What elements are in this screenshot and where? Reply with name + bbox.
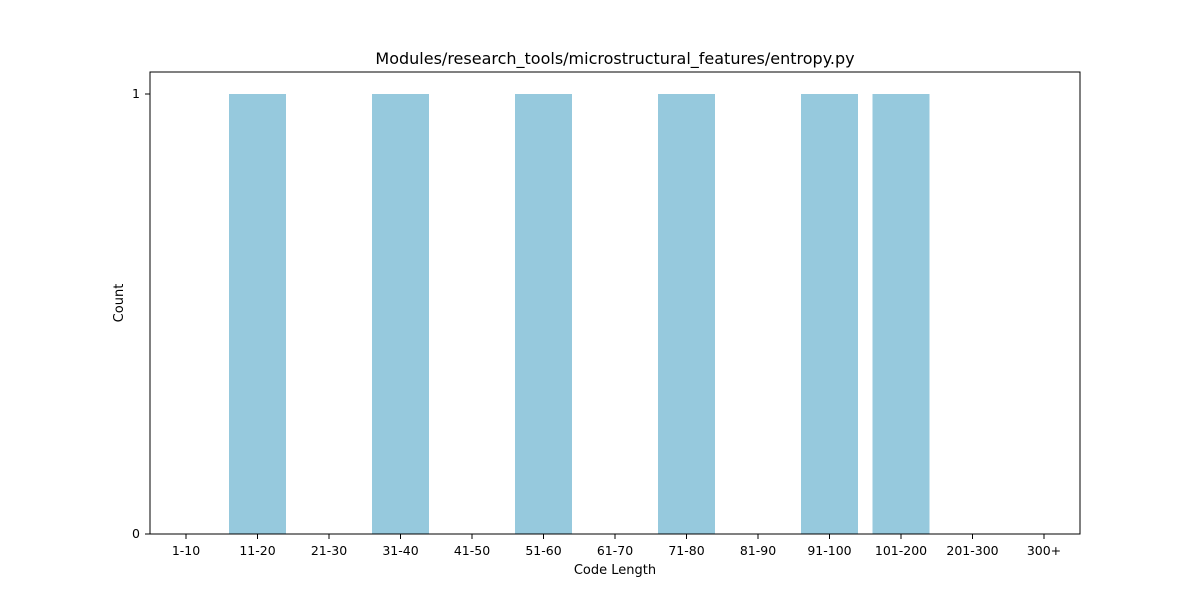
x-tick-label: 31-40 xyxy=(382,543,418,558)
bar-71-80 xyxy=(658,94,715,534)
x-tick-label: 71-80 xyxy=(668,543,704,558)
bar-31-40 xyxy=(372,94,429,534)
bar-101-200 xyxy=(872,94,930,534)
bars-layer xyxy=(229,94,930,534)
bar-91-100 xyxy=(801,94,858,534)
x-tick-label: 300+ xyxy=(1027,543,1061,558)
y-axis-ticks: 01 xyxy=(132,86,150,541)
x-tick-label: 51-60 xyxy=(525,543,561,558)
bar-51-60 xyxy=(515,94,572,534)
x-tick-label: 41-50 xyxy=(454,543,490,558)
x-tick-label: 61-70 xyxy=(597,543,633,558)
plot-frame xyxy=(149,71,1081,535)
x-tick-label: 21-30 xyxy=(311,543,347,558)
x-axis-label: Code Length xyxy=(574,563,656,578)
x-tick-label: 101-200 xyxy=(875,543,927,558)
y-tick-label: 1 xyxy=(132,86,140,101)
x-tick-label: 11-20 xyxy=(239,543,275,558)
x-tick-label: 1-10 xyxy=(172,543,200,558)
x-tick-label: 81-90 xyxy=(740,543,776,558)
x-axis-ticks: 1-10 11-20 21-30 31-40 41-50 51-60 61-70 71-80 8… xyxy=(172,534,1061,558)
y-axis-label: Count xyxy=(112,284,127,323)
x-tick-label: 91-100 xyxy=(807,543,851,558)
x-tick-label: 201-300 xyxy=(946,543,998,558)
bar-11-20 xyxy=(229,94,286,534)
chart-title: Modules/research_tools/microstructural_f… xyxy=(375,49,854,69)
y-tick-label: 0 xyxy=(132,526,140,541)
